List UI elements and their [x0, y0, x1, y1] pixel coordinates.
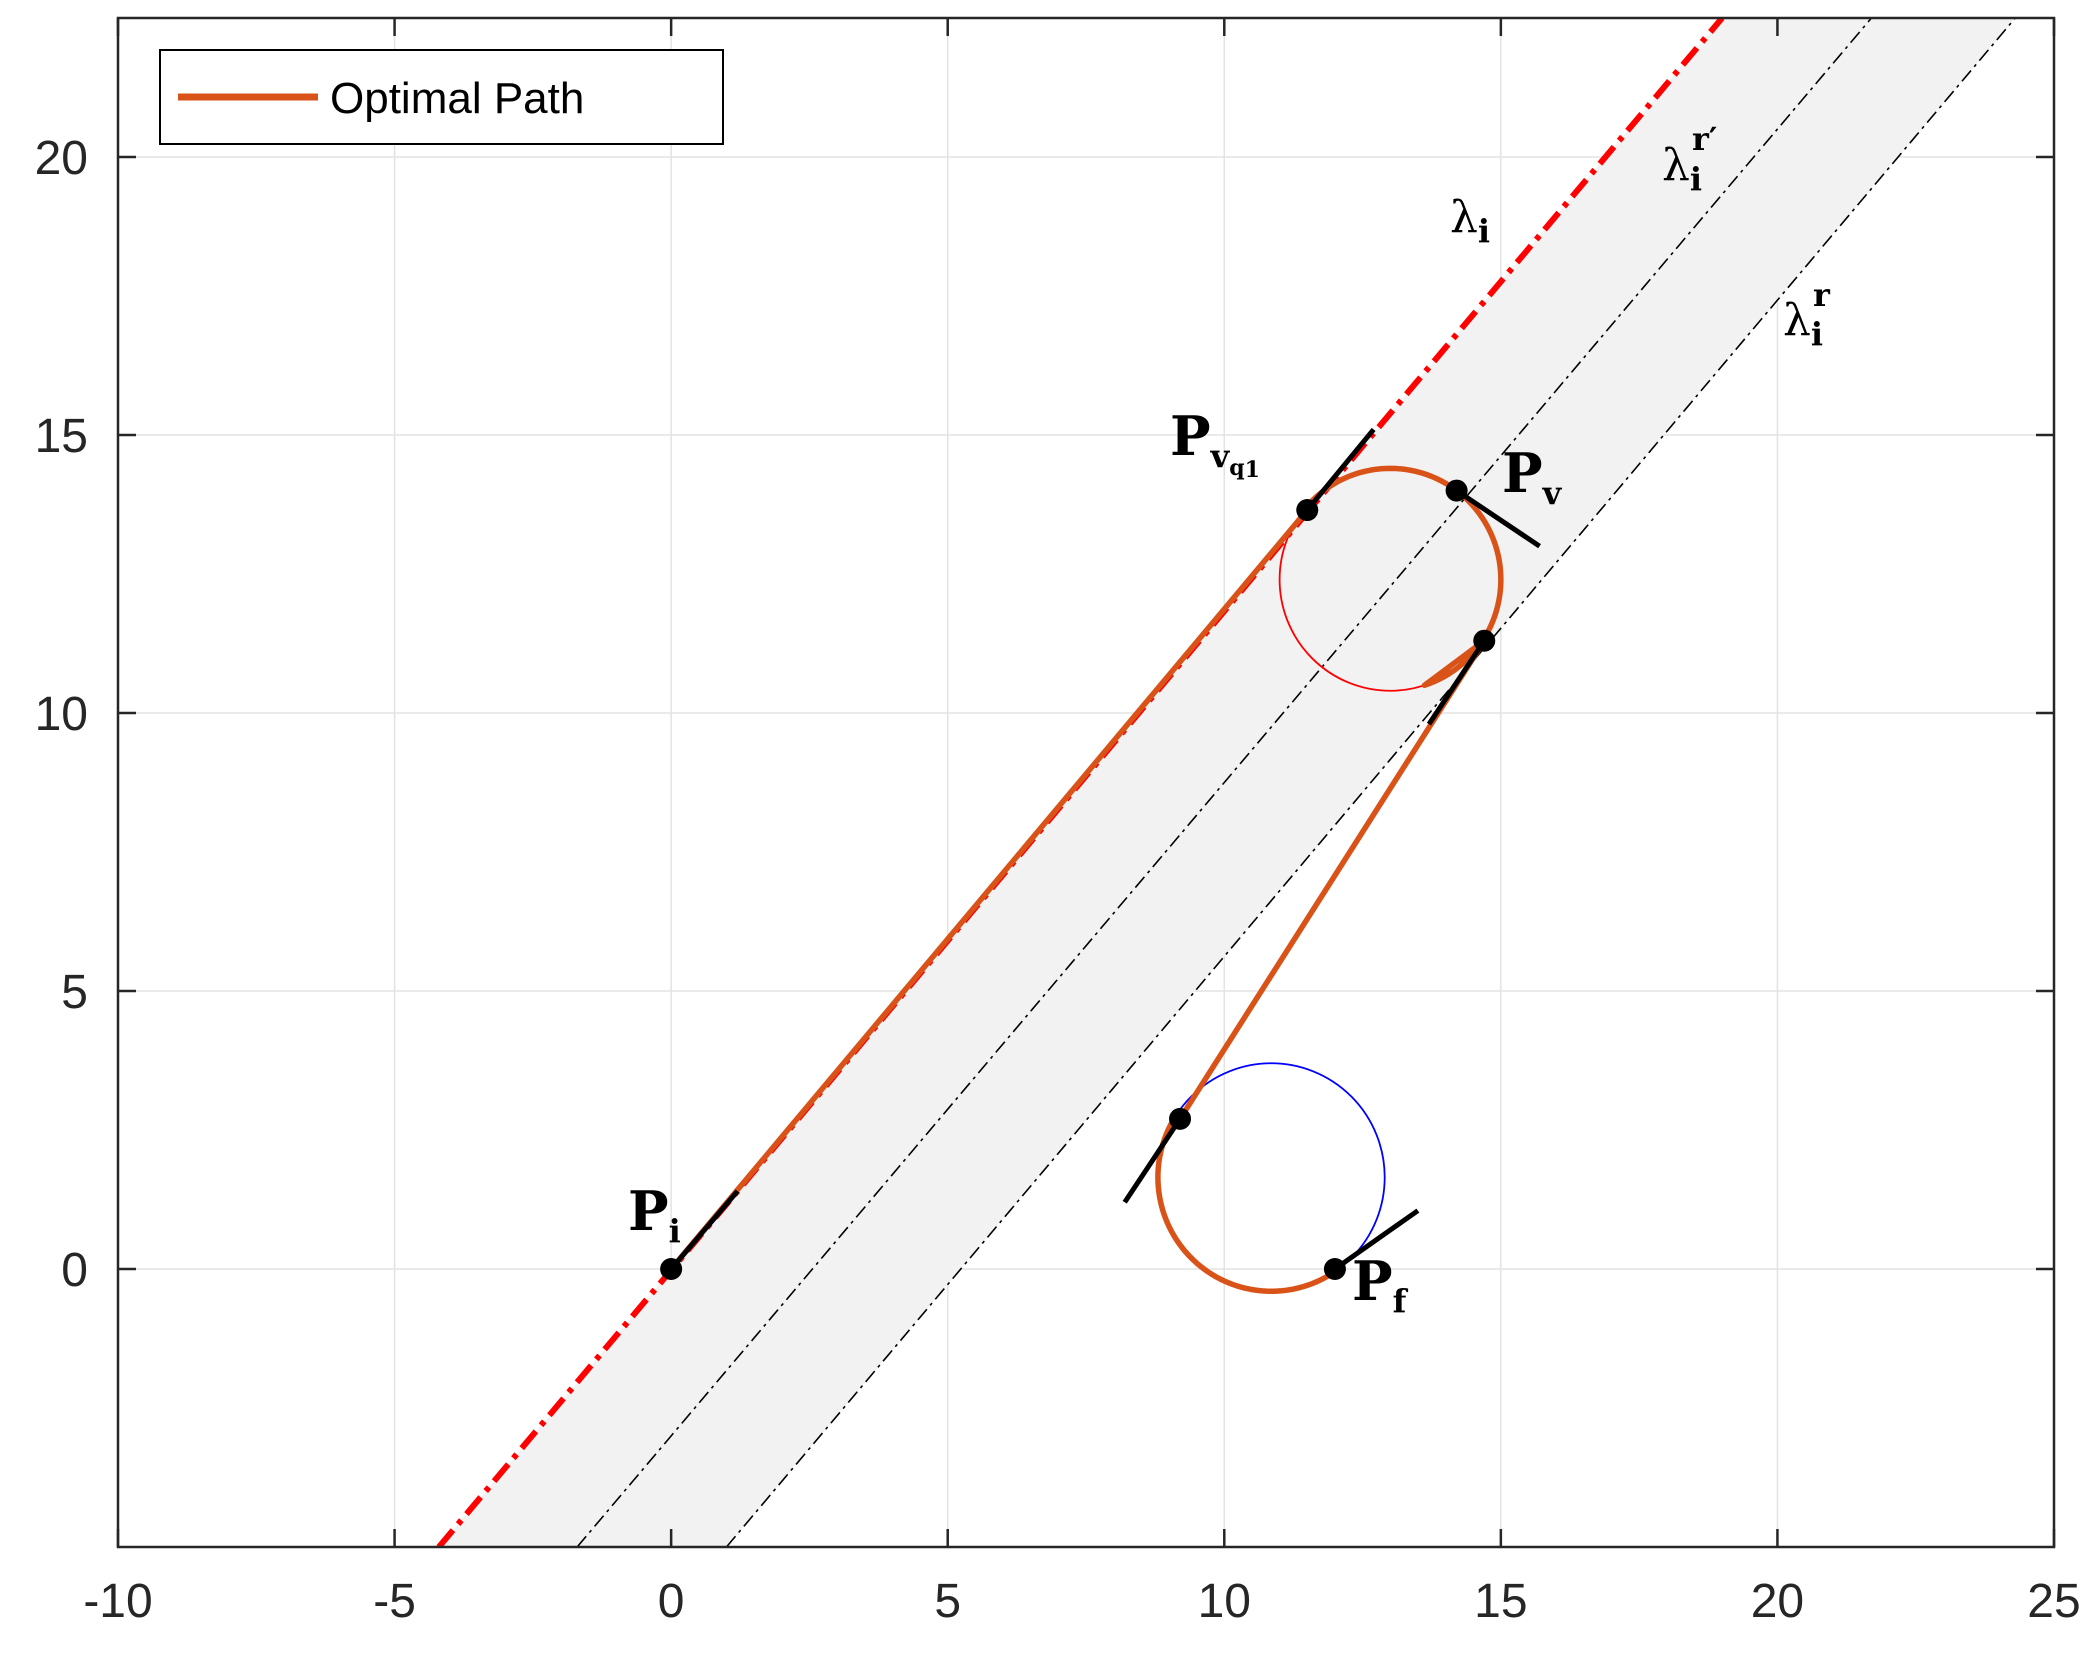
- optimal-path-line: [669, 465, 1504, 1294]
- lambda-i-r-sup: r: [1813, 276, 1831, 314]
- x-tick-label: 20: [1751, 1575, 1804, 1628]
- lambda-i-r-prime-label: λi: [1662, 140, 1702, 198]
- annotations: λi λi r′ λi r Pi Pvq1 Pv Pf: [628, 120, 1831, 1320]
- heading-segment: [1333, 1208, 1420, 1272]
- p-v-label: Pv: [1502, 441, 1563, 512]
- p-i-label: Pi: [628, 1179, 681, 1250]
- x-tick-label: -5: [373, 1575, 416, 1628]
- axes-box: [116, 16, 2056, 1549]
- point-pi: [660, 1258, 683, 1280]
- x-tick-label: 10: [1198, 1575, 1251, 1628]
- ticks: -10 -5 0 5 10 15 20 25 0 5 10 15 20: [35, 18, 2081, 1628]
- legend-label-optimal-path: Optimal Path: [330, 74, 584, 123]
- corridor-region: [438, 18, 2016, 1547]
- heading-segment: [1122, 1117, 1183, 1204]
- y-tick-label: 10: [35, 688, 88, 741]
- legend: Optimal Path: [159, 49, 724, 145]
- y-tick-label: 0: [61, 1244, 88, 1297]
- y-tick-label: 20: [35, 132, 88, 185]
- lambda-i-label: λi: [1450, 192, 1490, 250]
- lambda-i-r-prime-sup: r′: [1692, 120, 1717, 158]
- heading-segment: [669, 1189, 740, 1271]
- p-f-label: Pf: [1352, 1249, 1409, 1320]
- y-tick-label: 15: [35, 410, 88, 463]
- heading-segment: [1426, 639, 1487, 726]
- x-tick-label: 0: [658, 1575, 685, 1628]
- lambda-i-r-label: λi: [1783, 295, 1823, 353]
- point-tangent: [1473, 629, 1496, 652]
- boundary-lambda-i-r: [725, 18, 2016, 1547]
- heading-segment: [1305, 427, 1376, 512]
- y-tick-label: 5: [61, 966, 88, 1019]
- x-tick-label: 25: [2027, 1575, 2080, 1628]
- p-vq1-label: Pvq1: [1170, 404, 1260, 483]
- point-pvq1: [1296, 499, 1319, 522]
- point-pf: [1323, 1258, 1346, 1280]
- point-tangent: [1169, 1107, 1192, 1130]
- heading-segment: [1455, 488, 1541, 549]
- boundary-lambda-i-r-prime: [576, 18, 1873, 1547]
- x-tick-label: -10: [83, 1575, 152, 1628]
- point-pv: [1445, 479, 1468, 502]
- x-tick-label: 5: [934, 1575, 961, 1628]
- x-tick-label: 15: [1474, 1575, 1527, 1628]
- data-area: [436, 18, 2016, 1547]
